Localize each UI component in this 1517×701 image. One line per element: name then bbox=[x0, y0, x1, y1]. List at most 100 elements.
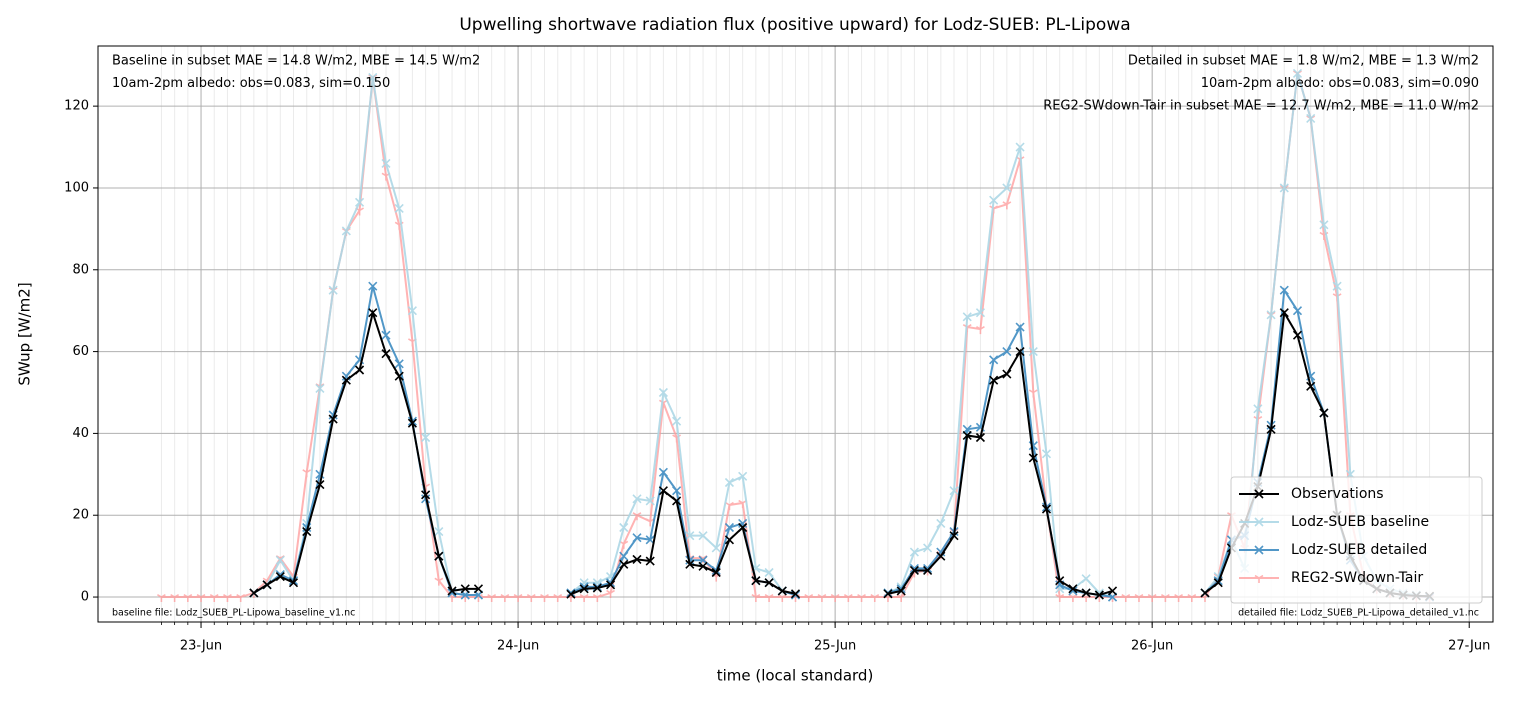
marker bbox=[354, 365, 365, 375]
marker bbox=[896, 586, 906, 596]
marker bbox=[658, 387, 668, 398]
x-tick-label: 27-Jun bbox=[1448, 639, 1490, 654]
marker bbox=[579, 584, 589, 594]
x-tick-label: 23-Jun bbox=[180, 639, 222, 654]
legend-box bbox=[1230, 476, 1483, 604]
x-axis-label: time (local standard) bbox=[717, 667, 874, 685]
marker bbox=[328, 285, 338, 295]
marker bbox=[1002, 183, 1012, 193]
marker bbox=[975, 308, 986, 318]
marker bbox=[724, 535, 735, 545]
y-tick-label: 100 bbox=[64, 180, 89, 195]
marker bbox=[751, 576, 761, 586]
marker bbox=[949, 486, 959, 496]
marker bbox=[962, 430, 972, 441]
marker bbox=[249, 588, 259, 598]
marker bbox=[579, 593, 589, 603]
marker bbox=[764, 567, 774, 578]
marker bbox=[1174, 593, 1184, 603]
marker bbox=[909, 547, 919, 557]
legend-label: Lodz-SUEB detailed bbox=[1291, 542, 1427, 558]
marker bbox=[156, 593, 166, 603]
annotation: Baseline in subset MAE = 14.8 W/m2, MBE … bbox=[112, 54, 480, 69]
marker bbox=[487, 593, 497, 603]
legend-label: Lodz-SUEB baseline bbox=[1291, 514, 1429, 530]
marker bbox=[936, 518, 946, 528]
marker bbox=[473, 584, 484, 594]
marker bbox=[658, 486, 668, 496]
legend-label: REG2-SWdown-Tair bbox=[1291, 570, 1423, 586]
marker bbox=[989, 195, 999, 205]
marker bbox=[751, 593, 761, 603]
marker bbox=[1002, 347, 1012, 357]
series-line bbox=[253, 308, 1430, 598]
marker bbox=[434, 551, 444, 561]
marker bbox=[1253, 404, 1263, 414]
marker bbox=[368, 308, 378, 318]
marker bbox=[315, 479, 325, 490]
marker bbox=[632, 533, 642, 543]
marker bbox=[262, 580, 272, 590]
marker bbox=[223, 593, 232, 603]
marker bbox=[804, 593, 814, 603]
marker bbox=[500, 593, 510, 603]
legend-entry bbox=[1239, 545, 1279, 555]
marker bbox=[936, 551, 946, 561]
marker bbox=[183, 593, 193, 603]
marker bbox=[989, 375, 999, 385]
marker bbox=[341, 375, 351, 385]
marker bbox=[1200, 588, 1210, 598]
marker bbox=[909, 565, 919, 576]
marker bbox=[606, 589, 615, 598]
marker bbox=[170, 593, 180, 603]
y-tick-label: 120 bbox=[64, 99, 89, 114]
marker bbox=[1213, 578, 1223, 588]
marker bbox=[605, 580, 616, 590]
marker bbox=[368, 281, 378, 291]
marker bbox=[777, 586, 787, 596]
legend-entry bbox=[1239, 517, 1279, 527]
marker bbox=[1187, 593, 1197, 603]
x-tick-label: 24-Jun bbox=[497, 639, 539, 654]
marker bbox=[1292, 306, 1303, 316]
marker bbox=[738, 522, 748, 533]
marker bbox=[1015, 347, 1025, 357]
marker bbox=[566, 589, 576, 599]
series-line bbox=[253, 285, 1430, 599]
marker bbox=[883, 589, 893, 599]
annotation: REG2-SWdown-Tair in subset MAE = 12.7 W/… bbox=[1043, 99, 1479, 114]
marker bbox=[1002, 369, 1012, 379]
x-tick-label: 26-Jun bbox=[1131, 639, 1173, 654]
marker bbox=[1306, 381, 1316, 391]
annotation: baseline file: Lodz_SUEB_PL-Lipowa_basel… bbox=[112, 608, 355, 619]
marker bbox=[738, 471, 748, 481]
chart-title: Upwelling shortwave radiation flux (posi… bbox=[459, 15, 1130, 35]
marker bbox=[1015, 142, 1025, 152]
marker bbox=[1041, 449, 1052, 459]
marker bbox=[209, 593, 219, 603]
marker bbox=[1254, 574, 1264, 583]
marker bbox=[434, 527, 444, 537]
marker bbox=[685, 531, 695, 541]
marker bbox=[632, 494, 642, 504]
marker bbox=[1068, 584, 1078, 594]
marker bbox=[764, 578, 774, 588]
marker bbox=[619, 551, 629, 561]
marker bbox=[1319, 220, 1329, 230]
y-axis-label: SWup [W/m2] bbox=[16, 282, 34, 385]
marker bbox=[288, 578, 299, 588]
marker bbox=[764, 593, 774, 603]
marker bbox=[275, 555, 285, 565]
annotation: 10am-2pm albedo: obs=0.083, sim=0.090 bbox=[1201, 76, 1479, 91]
marker bbox=[1028, 453, 1038, 463]
marker bbox=[645, 496, 655, 506]
marker bbox=[1254, 489, 1264, 499]
x-tick-label: 25-Jun bbox=[814, 639, 856, 654]
marker bbox=[381, 158, 391, 168]
marker bbox=[394, 203, 404, 213]
marker bbox=[526, 593, 536, 603]
marker bbox=[976, 326, 985, 335]
legend: Observations Lodz-SUEB baseline Lodz-SUEB … bbox=[1230, 476, 1483, 604]
